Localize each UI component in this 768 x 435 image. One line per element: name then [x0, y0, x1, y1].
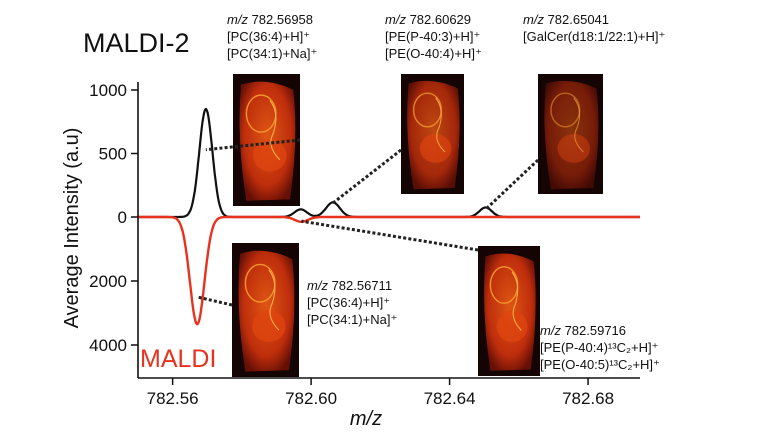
ms-image-pc-maldi2 [233, 74, 300, 206]
annotation-ion: [PE(O-40:5)¹³C₂+H]⁺ [540, 357, 660, 372]
annotation-2: m/z 782.60629 [PE(P-40:3)+H]⁺ [PE(O-40:4)+… [385, 12, 482, 61]
spectrum-series [138, 107, 640, 326]
annotation-4: m/z 782.56711 [PC(36:4)+H]⁺ [PC(34:1)+Na]⁺ [307, 278, 397, 327]
ms-image-pe-maldi2 [401, 74, 464, 194]
annotation-ion: [PC(36:4)+H]⁺ [227, 29, 310, 44]
connector-line [205, 138, 301, 152]
annotation-ion: [PC(34:1)+Na]⁺ [227, 46, 317, 61]
y-tick-label: 2000 [89, 272, 127, 291]
series-line-maldi [138, 215, 640, 326]
x-tick-label: 782.60 [285, 389, 337, 408]
y-tick-label: 0 [118, 208, 127, 227]
annotation-ion: [PE(P-40:3)+H]⁺ [385, 29, 480, 44]
peak-annotations: m/z 782.56958 [PC(36:4)+H]⁺ [PC(34:1)+Na]⁺… [227, 12, 665, 372]
chart-title-maldi: MALDI [140, 345, 216, 373]
connector-line [196, 295, 233, 307]
annotation-mz: m/z 782.65041 [523, 12, 609, 27]
annotation-mz: m/z 782.59716 [540, 323, 626, 338]
ms-image-galcer-maldi2 [538, 74, 603, 194]
annotation-connectors [196, 138, 540, 307]
chart-axes [137, 82, 640, 379]
connector-line [301, 219, 479, 252]
ms-image-thumbnails [232, 74, 603, 377]
annotation-mz: m/z 782.56711 [307, 278, 392, 293]
x-axis-title: m/z [350, 408, 382, 430]
y-axis-title: Average Intensity (a.u) [61, 128, 83, 329]
annotation-ion: [PE(P-40:4)¹³C₂+H]⁺ [540, 340, 658, 355]
annotation-ion: [PC(34:1)+Na]⁺ [307, 312, 397, 327]
annotation-ion: [PE(O-40:4)+H]⁺ [385, 46, 482, 61]
chart-title-maldi2: MALDI-2 [83, 28, 190, 58]
x-tick-label: 782.64 [424, 389, 476, 408]
annotation-ion: [GalCer(d18:1/22:1)+H]⁺ [523, 29, 665, 44]
connector-line [484, 158, 540, 211]
annotation-mz: m/z 782.60629 [385, 12, 471, 27]
annotation-mz: m/z 782.56958 [227, 12, 313, 27]
annotation-1: m/z 782.56958 [PC(36:4)+H]⁺ [PC(34:1)+Na]⁺ [227, 12, 317, 61]
x-tick-label: 782.68 [562, 389, 614, 408]
axis-ticks: 782.56 782.60 782.64 782.68 1000 500 0 2000 4000 [89, 81, 614, 408]
annotation-5: m/z 782.59716 [PE(P-40:4)¹³C₂+H]⁺ [PE(O-40… [540, 323, 660, 372]
ms-image-pe-maldi [478, 246, 540, 376]
x-tick-label: 782.56 [147, 389, 199, 408]
annotation-ion: [PC(36:4)+H]⁺ [307, 295, 390, 310]
annotation-3: m/z 782.65041 [GalCer(d18:1/22:1)+H]⁺ [523, 12, 665, 44]
connector-line [331, 148, 402, 205]
y-tick-label: 1000 [89, 81, 127, 100]
y-tick-label: 500 [99, 145, 127, 164]
y-tick-label: 4000 [89, 336, 127, 355]
ms-image-pc-maldi [232, 243, 299, 377]
